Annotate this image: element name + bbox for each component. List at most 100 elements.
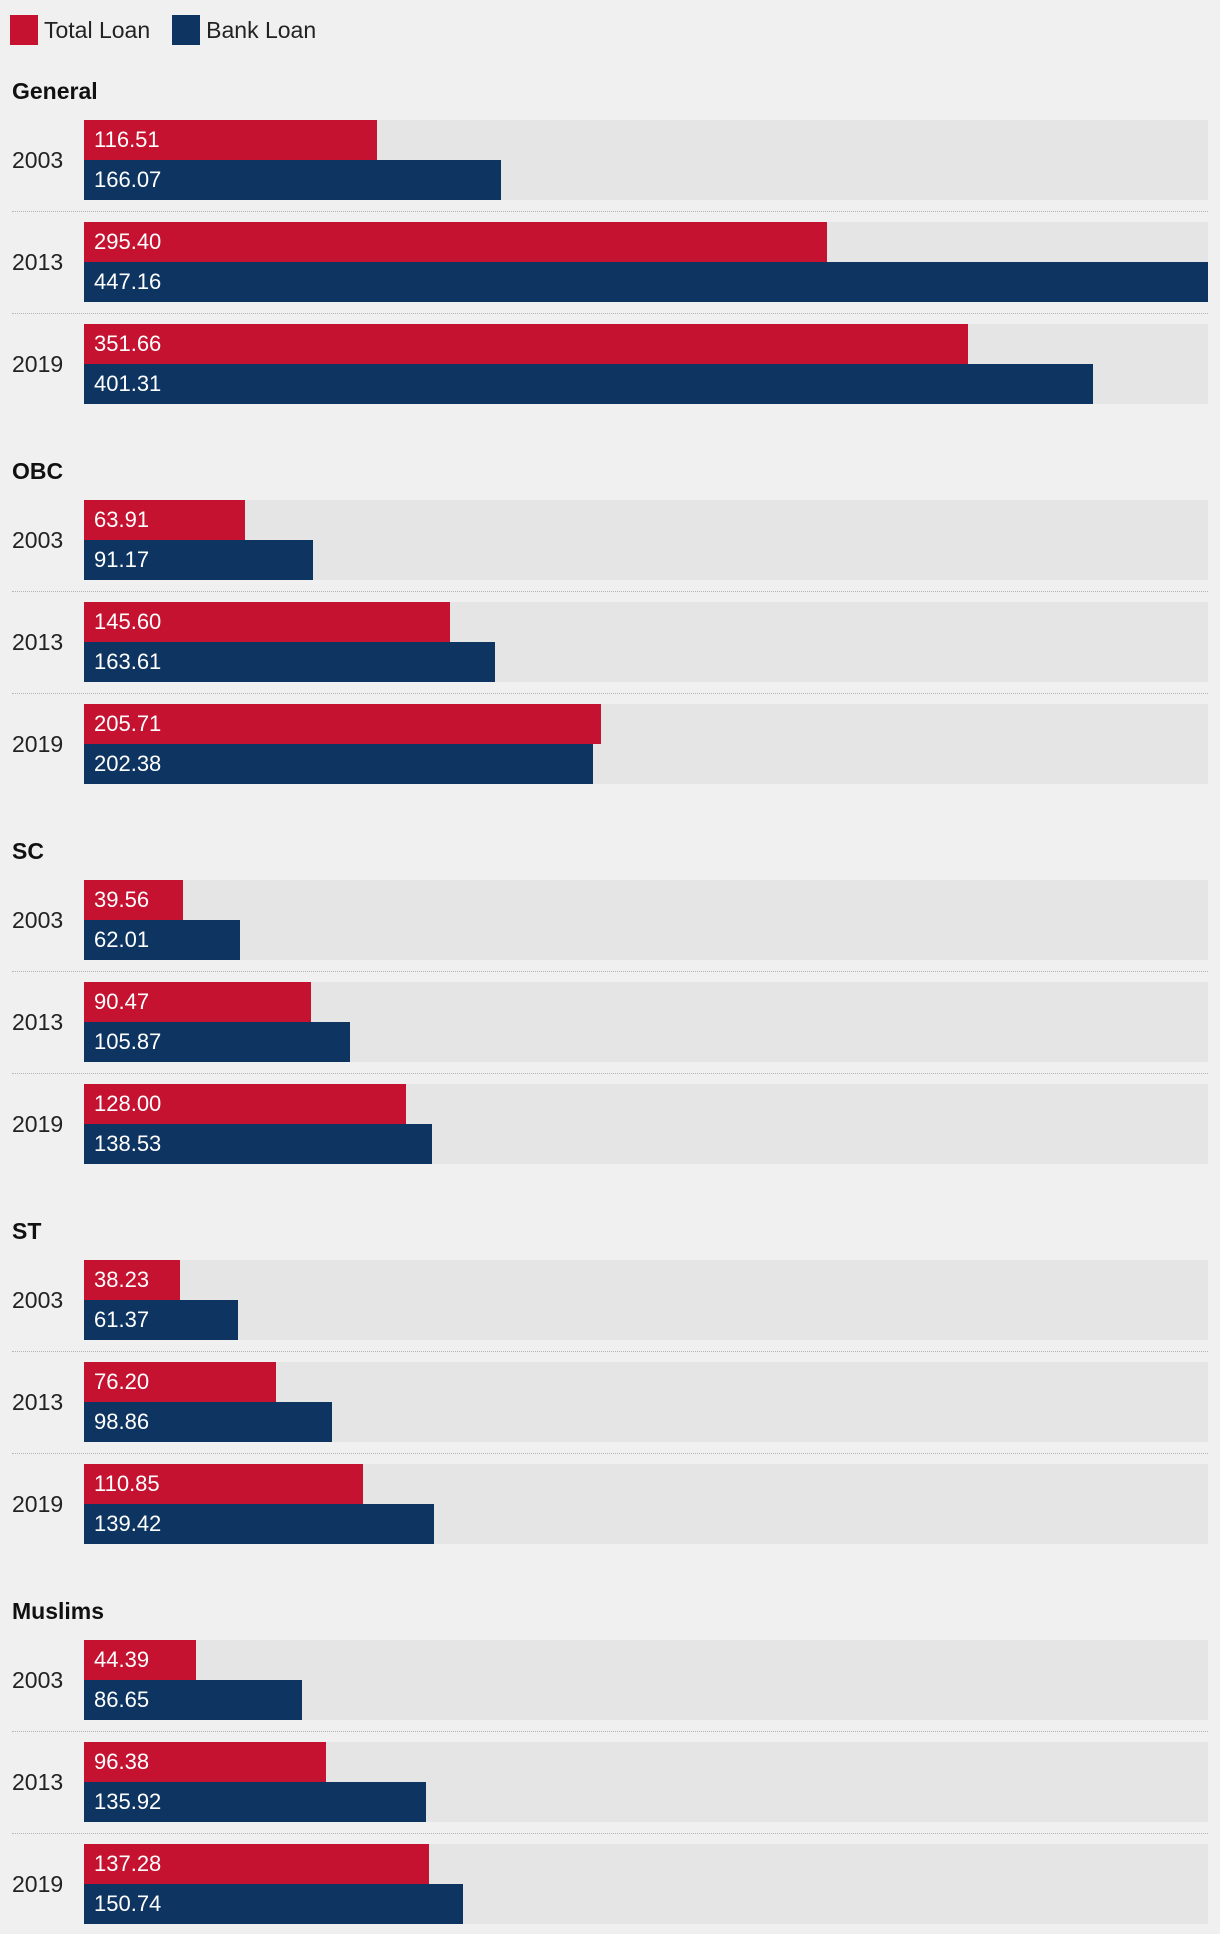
bar-bank-loan-obc-2003	[84, 540, 314, 580]
bar-label-bank-loan-obc-2013: 163.61	[94, 649, 162, 674]
year-label-obc-2019: 2019	[12, 731, 64, 757]
group-title-obc: OBC	[12, 458, 64, 484]
group-title-general: General	[12, 78, 98, 104]
bar-label-bank-loan-st-2019: 139.42	[94, 1511, 162, 1536]
bar-label-total-loan-st-2013: 76.20	[94, 1369, 150, 1394]
row-divider-st-2013	[12, 1453, 1208, 1454]
bar-bank-loan-muslims-2013	[84, 1782, 426, 1822]
row-divider-muslims-2013	[12, 1833, 1208, 1834]
bar-total-loan-muslims-2003	[84, 1640, 196, 1680]
row-divider-sc-2013	[12, 1073, 1208, 1074]
bar-total-loan-sc-2019	[84, 1084, 406, 1124]
bar-total-loan-muslims-2019	[84, 1844, 430, 1884]
year-label-general-2013: 2013	[12, 249, 64, 275]
year-label-sc-2019: 2019	[12, 1111, 64, 1137]
bar-total-loan-general-2019	[84, 324, 968, 364]
bar-label-bank-loan-st-2013: 98.86	[94, 1409, 150, 1434]
bar-bank-loan-general-2013	[84, 262, 1208, 302]
year-label-obc-2003: 2003	[12, 527, 64, 553]
bar-bank-loan-sc-2013	[84, 1022, 351, 1062]
legend-swatch-bank-loan	[172, 15, 201, 45]
year-label-st-2019: 2019	[12, 1491, 64, 1517]
bar-total-loan-obc-2003	[84, 500, 245, 540]
year-label-sc-2003: 2003	[12, 907, 64, 933]
bar-label-bank-loan-sc-2019: 138.53	[94, 1131, 162, 1156]
bar-label-total-loan-obc-2013: 145.60	[94, 609, 162, 634]
bar-label-total-loan-general-2013: 295.40	[94, 229, 162, 254]
bar-bank-loan-muslims-2019	[84, 1884, 463, 1924]
bar-total-loan-st-2019	[84, 1464, 363, 1504]
year-label-st-2003: 2003	[12, 1287, 64, 1313]
year-label-sc-2013: 2013	[12, 1009, 64, 1035]
bar-bank-loan-st-2003	[84, 1300, 239, 1340]
bar-bank-loan-general-2019	[84, 364, 1093, 404]
bar-label-total-loan-general-2019: 351.66	[94, 331, 162, 356]
year-label-muslims-2019: 2019	[12, 1871, 64, 1897]
bar-label-total-loan-muslims-2003: 44.39	[94, 1647, 150, 1672]
bar-track-sc-2003	[84, 880, 1208, 960]
bar-label-total-loan-sc-2003: 39.56	[94, 887, 150, 912]
bar-bank-loan-sc-2019	[84, 1124, 433, 1164]
legend-swatch-total-loan	[10, 15, 38, 45]
bar-bank-loan-obc-2013	[84, 642, 496, 682]
legend-label-bank-loan: Bank Loan	[206, 16, 317, 43]
bar-total-loan-general-2003	[84, 120, 377, 160]
row-divider-obc-2003	[12, 591, 1208, 592]
bar-label-bank-loan-obc-2019: 202.38	[94, 751, 162, 776]
bar-label-total-loan-muslims-2019: 137.28	[94, 1851, 162, 1876]
row-divider-obc-2013	[12, 693, 1208, 694]
year-label-muslims-2003: 2003	[12, 1667, 64, 1693]
bar-total-loan-st-2013	[84, 1362, 276, 1402]
bar-bank-loan-sc-2003	[84, 920, 240, 960]
bar-total-loan-obc-2019	[84, 704, 602, 744]
bar-label-bank-loan-general-2019: 401.31	[94, 371, 162, 396]
bar-label-total-loan-st-2003: 38.23	[94, 1267, 150, 1292]
year-label-obc-2013: 2013	[12, 629, 64, 655]
bar-label-bank-loan-general-2003: 166.07	[94, 167, 162, 192]
bar-label-bank-loan-muslims-2003: 86.65	[94, 1687, 150, 1712]
year-label-general-2003: 2003	[12, 147, 64, 173]
bar-label-bank-loan-sc-2013: 105.87	[94, 1029, 162, 1054]
bar-total-loan-sc-2003	[84, 880, 184, 920]
bar-label-bank-loan-muslims-2013: 135.92	[94, 1789, 162, 1814]
row-divider-general-2013	[12, 313, 1208, 314]
bar-total-loan-general-2013	[84, 222, 827, 262]
bar-label-total-loan-obc-2003: 63.91	[94, 507, 150, 532]
legend: Total Loan Bank Loan	[10, 12, 338, 48]
bar-label-total-loan-general-2003: 116.51	[94, 127, 160, 152]
bar-total-loan-st-2003	[84, 1260, 181, 1300]
bar-label-total-loan-st-2019: 110.85	[94, 1471, 160, 1496]
legend-label-total-loan: Total Loan	[44, 16, 151, 43]
bar-label-total-loan-muslims-2013: 96.38	[94, 1749, 150, 1774]
bar-total-loan-muslims-2013	[84, 1742, 327, 1782]
bar-bank-loan-st-2013	[84, 1402, 333, 1442]
bar-bank-loan-general-2003	[84, 160, 502, 200]
bar-label-total-loan-obc-2019: 205.71	[94, 711, 162, 736]
bar-label-bank-loan-obc-2003: 91.17	[94, 547, 150, 572]
bar-label-bank-loan-muslims-2019: 150.74	[94, 1891, 162, 1916]
year-label-st-2013: 2013	[12, 1389, 64, 1415]
row-divider-sc-2003	[12, 971, 1208, 972]
group-title-st: ST	[12, 1218, 42, 1244]
legend-item-bank-loan: Bank Loan	[172, 15, 316, 45]
group-title-sc: SC	[12, 838, 44, 864]
legend-item-total-loan: Total Loan	[10, 15, 150, 45]
row-divider-st-2003	[12, 1351, 1208, 1352]
row-divider-general-2003	[12, 211, 1208, 212]
group-title-muslims: Muslims	[12, 1598, 105, 1624]
bar-bank-loan-obc-2019	[84, 744, 593, 784]
bar-label-bank-loan-sc-2003: 62.01	[94, 927, 150, 952]
bar-total-loan-sc-2013	[84, 982, 312, 1022]
bar-label-bank-loan-general-2013: 447.16	[94, 269, 162, 294]
bar-track-st-2003	[84, 1260, 1208, 1340]
bar-label-bank-loan-st-2003: 61.37	[94, 1307, 150, 1332]
year-label-general-2019: 2019	[12, 351, 64, 377]
row-divider-muslims-2003	[12, 1731, 1208, 1732]
bar-bank-loan-muslims-2003	[84, 1680, 302, 1720]
bar-label-total-loan-sc-2013: 90.47	[94, 989, 150, 1014]
bar-total-loan-obc-2013	[84, 602, 450, 642]
bar-label-total-loan-sc-2019: 128.00	[94, 1091, 162, 1116]
bar-bank-loan-st-2019	[84, 1504, 435, 1544]
year-label-muslims-2013: 2013	[12, 1769, 64, 1795]
